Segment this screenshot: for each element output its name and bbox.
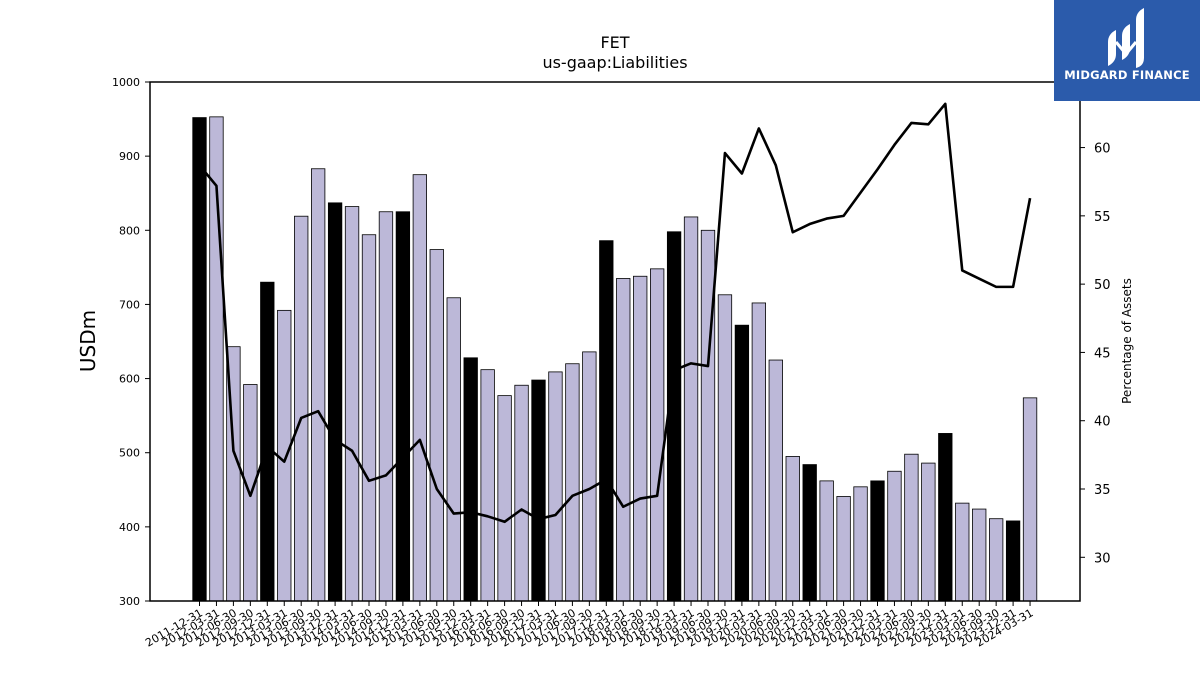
y-axis-label: USDm xyxy=(76,310,100,372)
bar xyxy=(429,249,444,602)
bar xyxy=(582,351,597,602)
y-tick-label: 600 xyxy=(119,373,140,386)
y2-tick-label: 55 xyxy=(1094,210,1111,225)
y-tick-label: 400 xyxy=(119,521,140,534)
bar xyxy=(650,268,665,602)
chart-title: FET xyxy=(600,33,629,52)
y2-axis: 30 35 40 45 50 55 60 xyxy=(1080,142,1111,566)
y-tick-label: 500 xyxy=(119,447,140,460)
chart-subtitle: us-gaap:Liabilities xyxy=(542,53,687,72)
y-tick-label: 700 xyxy=(119,298,140,311)
bar xyxy=(989,518,1004,602)
logo-mark-icon xyxy=(1108,8,1144,68)
bar xyxy=(395,211,411,602)
bar xyxy=(870,480,885,602)
bar xyxy=(700,229,716,602)
bar xyxy=(294,215,309,602)
bar xyxy=(565,363,580,602)
y2-tick-label: 35 xyxy=(1094,483,1111,498)
bar xyxy=(1022,397,1038,602)
y-tick-label: 1000 xyxy=(112,76,140,89)
line-layer xyxy=(198,102,1032,524)
x-axis: 2011-12-312012-03-312012-06-302012-09-30… xyxy=(143,601,1036,650)
bar xyxy=(683,216,699,602)
bar xyxy=(768,359,783,602)
bar xyxy=(260,281,275,602)
bar xyxy=(887,470,902,602)
bar xyxy=(277,309,292,602)
bar xyxy=(548,371,563,602)
bar xyxy=(446,297,461,602)
bar xyxy=(836,496,851,602)
bars-group xyxy=(192,116,1038,602)
bar xyxy=(327,202,343,602)
bar xyxy=(531,379,546,602)
bar xyxy=(666,231,682,602)
bar xyxy=(904,453,919,602)
y2-tick-label: 60 xyxy=(1094,142,1111,157)
bar xyxy=(734,324,750,602)
bar xyxy=(955,502,970,602)
brand-logo: MIDGARD FINANCE xyxy=(1054,0,1200,101)
bar xyxy=(785,456,800,602)
bar xyxy=(412,174,428,602)
y2-tick-label: 30 xyxy=(1094,551,1111,566)
bar xyxy=(802,464,817,602)
bar xyxy=(192,117,207,602)
bar xyxy=(599,240,614,602)
bar xyxy=(921,462,936,602)
y-axis: 300 400 500 600 700 800 900 1000 xyxy=(112,76,150,608)
bar xyxy=(853,486,868,602)
bar xyxy=(717,294,733,602)
bar xyxy=(616,278,631,602)
y-tick-label: 900 xyxy=(119,150,140,163)
bar xyxy=(378,211,394,602)
bar xyxy=(972,508,987,602)
percentage-line xyxy=(198,102,1032,524)
logo-text: MIDGARD FINANCE xyxy=(1064,68,1190,82)
y2-axis-label: Percentage of Assets xyxy=(1120,278,1134,404)
y2-tick-label: 45 xyxy=(1094,346,1111,361)
bar xyxy=(480,369,495,602)
bar xyxy=(514,384,529,602)
plot-frame xyxy=(149,81,1081,602)
bar xyxy=(310,168,326,602)
y-tick-label: 800 xyxy=(119,224,140,237)
y2-tick-label: 40 xyxy=(1094,415,1111,430)
y2-tick-label: 50 xyxy=(1094,278,1111,293)
bar xyxy=(361,234,377,602)
bar xyxy=(751,302,766,602)
bar xyxy=(1005,520,1021,602)
bar xyxy=(938,433,953,602)
bar xyxy=(633,275,648,602)
bar xyxy=(344,206,360,602)
bar xyxy=(819,480,834,602)
bar xyxy=(497,395,512,602)
bar xyxy=(463,357,478,602)
y-tick-label: 300 xyxy=(119,595,140,608)
